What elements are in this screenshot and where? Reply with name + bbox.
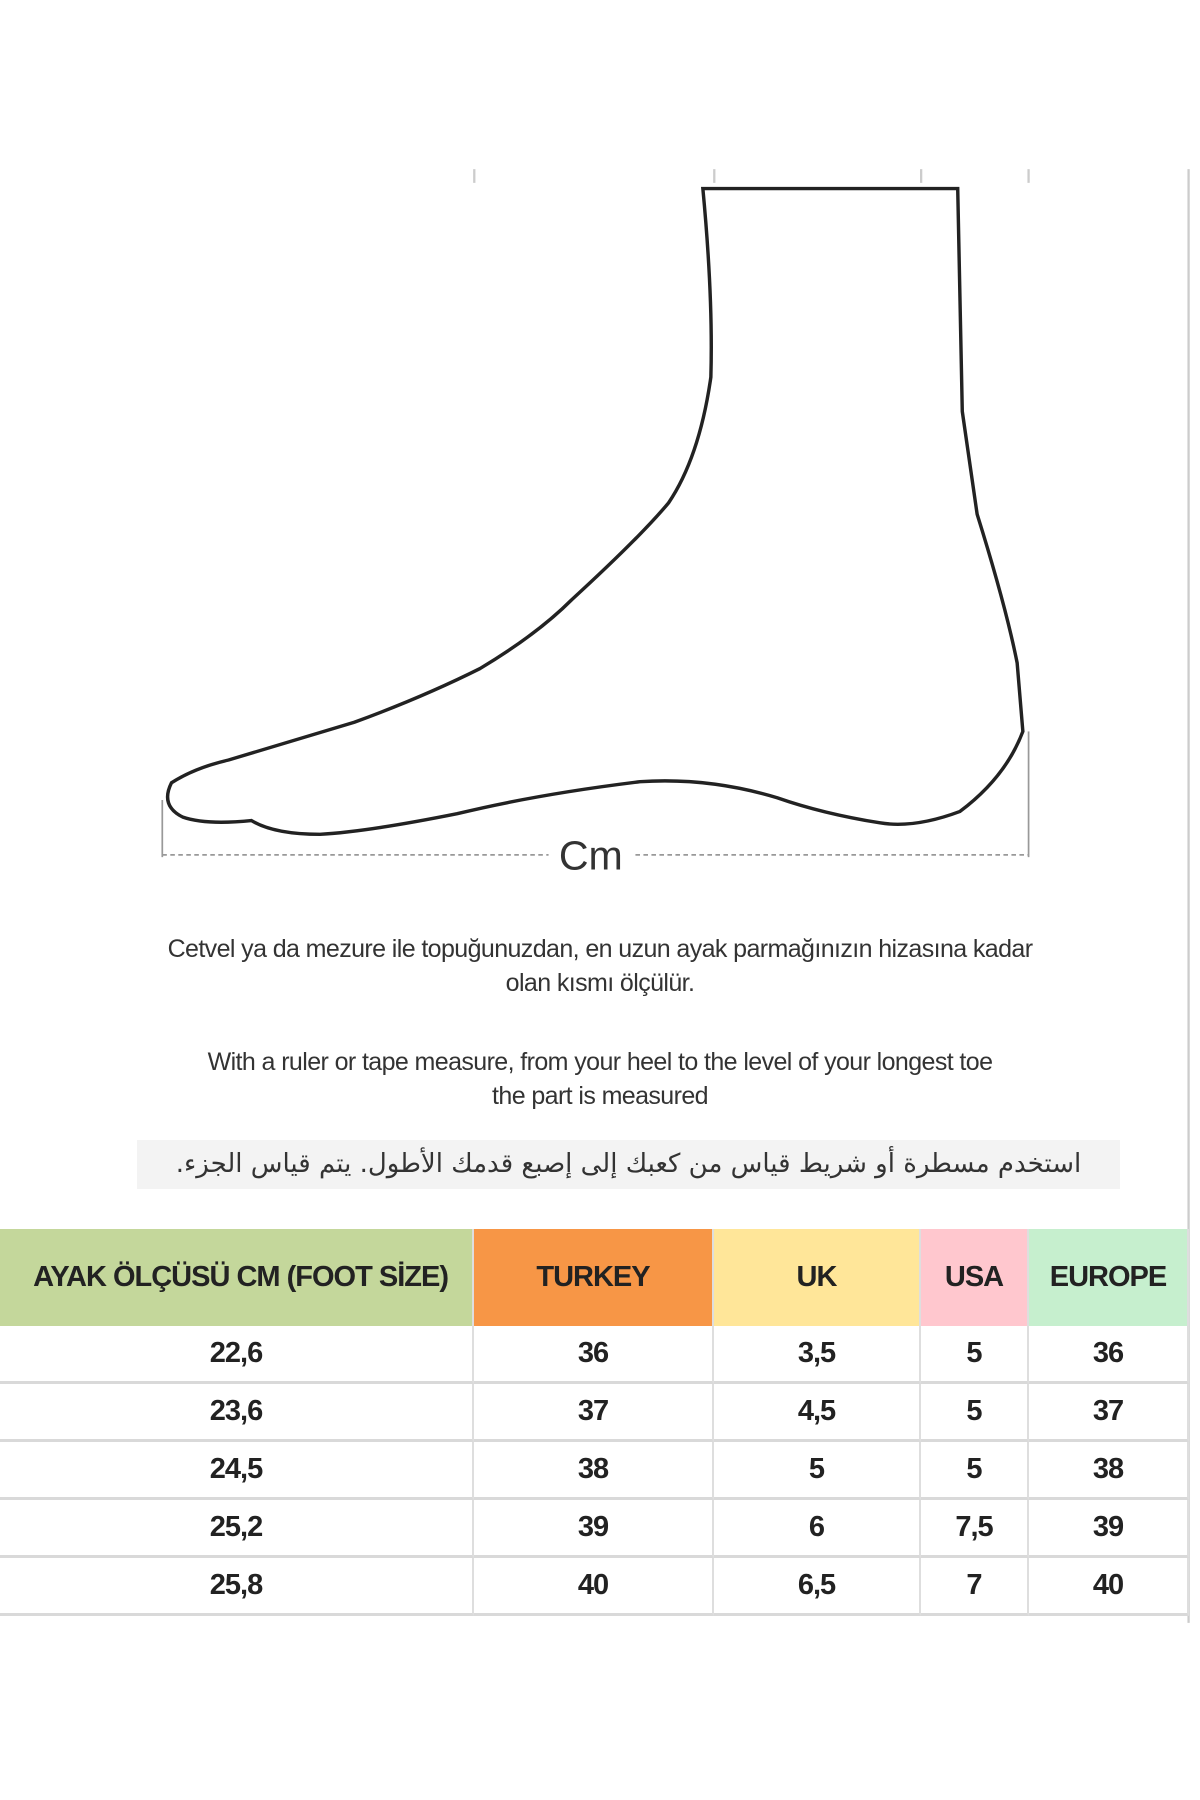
table-cell: 36 [1029,1326,1189,1384]
table-cell: 7,5 [921,1500,1029,1558]
table-header-row: AYAK ÖLÇÜSÜ CM (FOOT SİZE) TURKEY UK USA… [0,1229,1189,1326]
table-cell: 6 [714,1500,921,1558]
header-uk: UK [714,1229,921,1326]
header-turkey: TURKEY [474,1229,714,1326]
english-instruction-line1: With a ruler or tape measure, from your … [207,1048,993,1076]
size-table: AYAK ÖLÇÜSÜ CM (FOOT SİZE) TURKEY UK USA… [0,1229,1189,1616]
table-row: 25,2 39 6 7,5 39 [0,1500,1189,1558]
table-cell: 39 [1029,1500,1189,1558]
table-cell: 5 [714,1442,921,1500]
table-cell: 22,6 [0,1326,474,1384]
table-cell: 7 [921,1558,1029,1616]
turkish-instruction-line1: Cetvel ya da mezure ile topuğunuzdan, en… [167,935,1033,963]
table-cell: 24,5 [0,1442,474,1500]
table-cell: 23,6 [0,1384,474,1442]
dimension-label: Cm [559,833,623,879]
table-row: 25,8 40 6,5 7 40 [0,1558,1189,1616]
table-cell: 5 [921,1442,1029,1500]
table-cell: 5 [921,1384,1029,1442]
table-cell: 36 [474,1326,714,1384]
english-instruction-line2: the part is measured [492,1082,709,1110]
table-cell: 5 [921,1326,1029,1384]
table-cell: 3,5 [714,1326,921,1384]
table-cell: 39 [474,1500,714,1558]
table-cell: 40 [1029,1558,1189,1616]
table-cell: 40 [474,1558,714,1616]
table-cell: 38 [1029,1442,1189,1500]
turkish-instruction-line2: olan kısmı ölçülür. [505,969,695,997]
table-cell: 37 [474,1384,714,1442]
header-foot-size: AYAK ÖLÇÜSÜ CM (FOOT SİZE) [0,1229,474,1326]
table-row: 22,6 36 3,5 5 36 [0,1326,1189,1384]
table-cell: 25,2 [0,1500,474,1558]
arabic-instruction: استخدم مسطرة أو شريط قياس من كعبك إلى إص… [137,1140,1120,1189]
header-europe: EUROPE [1029,1229,1189,1326]
table-cell: 4,5 [714,1384,921,1442]
table-body: 22,6 36 3,5 5 36 23,6 37 4,5 5 37 24,5 38 5 5 38 25,2 39… [0,1326,1189,1616]
table-cell: 38 [474,1442,714,1500]
table-cell: 6,5 [714,1558,921,1616]
foot-outline [165,186,1025,837]
table-cell: 25,8 [0,1558,474,1616]
table-cell: 37 [1029,1384,1189,1442]
table-row: 23,6 37 4,5 5 37 [0,1384,1189,1442]
table-row: 24,5 38 5 5 38 [0,1442,1189,1500]
header-usa: USA [921,1229,1029,1326]
